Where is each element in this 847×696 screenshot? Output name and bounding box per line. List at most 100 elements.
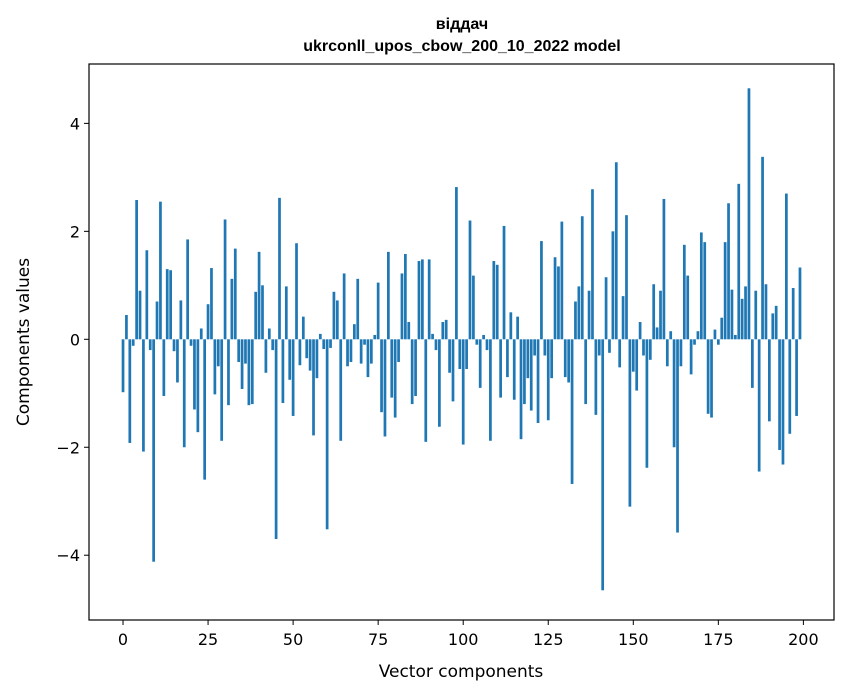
bar <box>227 339 230 406</box>
x-tick-label: 75 <box>368 630 388 649</box>
bar <box>189 339 193 346</box>
bar <box>169 270 172 340</box>
bar <box>614 162 618 340</box>
bar <box>764 284 768 340</box>
x-tick-label: 0 <box>118 630 128 649</box>
bar <box>244 339 247 364</box>
bar <box>472 275 475 340</box>
bar <box>747 88 751 340</box>
bar <box>570 339 574 484</box>
bar <box>329 339 332 348</box>
bar <box>774 305 778 340</box>
bar <box>121 339 125 393</box>
bar <box>165 269 169 340</box>
bar <box>182 339 186 448</box>
bar <box>264 339 268 373</box>
bar <box>587 290 591 340</box>
bar <box>274 339 278 540</box>
bar <box>281 339 285 403</box>
bar <box>795 339 798 416</box>
bar <box>754 290 758 340</box>
bar <box>631 339 635 372</box>
bar <box>723 242 727 340</box>
bar <box>655 327 659 340</box>
bar <box>172 339 176 352</box>
bar <box>148 339 152 351</box>
bar <box>529 339 533 411</box>
bar <box>584 339 588 405</box>
bar <box>591 189 594 340</box>
bar <box>618 339 622 368</box>
y-tick-label: 2 <box>70 222 80 241</box>
bar <box>261 285 264 340</box>
bar <box>257 251 261 340</box>
bar <box>346 339 349 367</box>
y-tick-label: −4 <box>56 546 80 565</box>
bar <box>577 286 581 340</box>
bar <box>594 339 598 415</box>
bar <box>696 331 700 340</box>
bar <box>785 193 788 340</box>
bar <box>414 339 417 396</box>
bar <box>506 339 509 378</box>
bar <box>778 339 781 450</box>
bar <box>267 328 271 340</box>
y-tick-label: 4 <box>70 114 80 133</box>
bar <box>342 273 346 340</box>
bar <box>502 225 506 340</box>
bar <box>540 241 543 340</box>
bar <box>237 339 241 362</box>
bar <box>220 339 224 441</box>
bar <box>550 339 554 379</box>
bar <box>468 220 472 340</box>
y-tick-label: −2 <box>56 438 80 457</box>
bar <box>455 187 458 340</box>
bar <box>230 278 234 340</box>
bar <box>417 261 421 340</box>
bar <box>387 251 390 340</box>
bar <box>223 219 227 340</box>
bar <box>203 339 207 480</box>
bar <box>441 322 445 340</box>
bar <box>434 339 438 351</box>
bar <box>128 339 132 443</box>
bar <box>679 339 683 367</box>
bar <box>295 243 298 340</box>
bar <box>315 339 319 379</box>
y-axis-label: Components values <box>14 258 34 426</box>
x-tick-label: 125 <box>533 630 564 649</box>
bar <box>676 339 679 533</box>
bar <box>465 339 468 369</box>
bar <box>475 339 479 345</box>
bar <box>489 339 492 441</box>
bar <box>682 244 686 340</box>
bar <box>162 339 166 396</box>
bar <box>580 216 584 340</box>
bar <box>356 278 360 340</box>
bar <box>145 250 149 340</box>
bar <box>781 339 785 465</box>
bar <box>478 339 482 388</box>
bar <box>536 339 540 423</box>
bar <box>761 156 764 340</box>
x-tick-label: 150 <box>618 630 649 649</box>
bar <box>737 183 741 340</box>
bar <box>199 328 203 340</box>
bar <box>557 266 560 340</box>
bar <box>125 315 128 340</box>
bar <box>604 277 608 340</box>
bar <box>798 267 802 340</box>
bar <box>768 339 771 422</box>
bar <box>206 304 210 340</box>
bar <box>424 339 428 442</box>
bar <box>703 242 707 340</box>
bar <box>727 203 730 340</box>
bar <box>335 300 339 340</box>
x-tick-label: 25 <box>198 630 218 649</box>
bar <box>373 334 377 340</box>
bar <box>216 339 220 367</box>
bar <box>733 334 737 340</box>
plot-frame <box>88 63 835 621</box>
bar <box>301 316 305 340</box>
chart-title-line-1: віддач <box>436 16 488 33</box>
